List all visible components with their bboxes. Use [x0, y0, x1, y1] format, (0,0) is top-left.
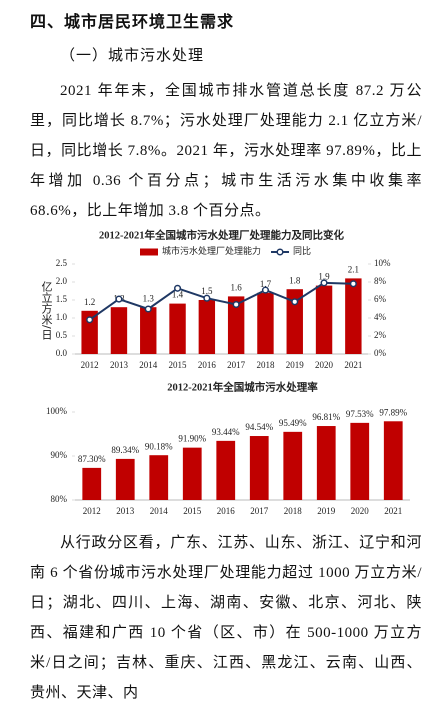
data-label: 1.8	[289, 275, 301, 285]
y-tick-label: 0.0	[56, 348, 68, 358]
bar	[227, 296, 245, 354]
data-label: 2.1	[348, 264, 359, 274]
y2-tick-label: 10%	[374, 258, 391, 268]
legend-label: 城市污水处理厂处理能力	[162, 245, 261, 256]
y2-tick-label: 6%	[374, 294, 387, 304]
line-marker	[144, 305, 152, 313]
line-marker	[86, 316, 94, 324]
x-tick-label: 2021	[344, 360, 362, 370]
bar	[283, 431, 303, 500]
y-tick-label: 2.5	[56, 258, 68, 268]
x-tick-label: 2014	[150, 506, 169, 516]
data-label: 97.53%	[346, 409, 374, 419]
x-tick-label: 2017	[250, 506, 269, 516]
x-tick-label: 2013	[116, 506, 135, 516]
chart-title: 2012-2021年全国城市污水处理厂处理能力及同比变化	[99, 228, 344, 241]
bar	[350, 422, 370, 500]
x-tick-label: 2015	[183, 506, 202, 516]
y-tick-label: 2.0	[56, 276, 68, 286]
chart: 2012-2021年全国城市污水处理率 80% 90% 100% 2012 2013 201…	[46, 380, 410, 516]
bar	[316, 426, 336, 500]
data-label: 1.6	[231, 282, 243, 292]
data-label: 89.34%	[111, 445, 139, 455]
bar	[257, 292, 274, 354]
bar	[140, 307, 157, 354]
bar	[198, 300, 216, 354]
data-label: 96.81%	[312, 412, 340, 422]
data-label: 1.4	[172, 290, 184, 300]
y-axis-label: 亿立方米/日	[40, 281, 53, 340]
data-label: 1.7	[260, 279, 272, 289]
x-tick-label: 2012	[83, 506, 101, 516]
x-tick-label: 2014	[139, 360, 158, 370]
data-label: 91.90%	[178, 434, 206, 444]
bar	[169, 303, 186, 354]
x-tick-label: 2018	[256, 360, 275, 370]
bar	[345, 278, 362, 354]
y-tick-label: 0.5	[56, 330, 68, 340]
data-label: 1.5	[201, 286, 213, 296]
line-marker	[203, 294, 211, 302]
data-label: 94.54%	[245, 422, 273, 432]
y2-tick-label: 8%	[374, 276, 387, 286]
line-marker	[232, 300, 240, 309]
heading: 四、城市居民环境卫生需求	[30, 12, 235, 31]
paragraph: 2021 年年末，全国城市排水管道总长度 87.2 万公里，同比增长 8.7%；…	[30, 83, 422, 219]
bar	[115, 458, 135, 500]
y-tick-label: 1.0	[56, 312, 68, 322]
bar	[383, 421, 403, 500]
bar	[82, 467, 102, 500]
y2-tick-label: 4%	[374, 312, 387, 322]
data-label: 87.30%	[78, 454, 106, 464]
x-tick-label: 2019	[317, 506, 336, 516]
y2-tick-label: 0%	[374, 348, 387, 358]
legend-swatch	[276, 248, 284, 256]
x-tick-label: 2015	[169, 360, 188, 370]
bar	[149, 455, 169, 500]
data-label: 1.9	[318, 272, 330, 282]
y-tick-label: 100%	[46, 406, 68, 416]
x-tick-label: 2020	[351, 506, 370, 516]
line-marker	[115, 295, 123, 303]
data-label: 1.3	[143, 293, 155, 303]
line	[89, 281, 354, 321]
bar	[182, 447, 202, 500]
bar	[110, 307, 128, 354]
x-tick-label: 2013	[110, 360, 129, 370]
y2-tick-label: 2%	[374, 330, 387, 340]
y-tick-label: 1.5	[56, 294, 68, 304]
data-label: 97.89%	[379, 407, 407, 417]
line-marker	[261, 286, 270, 294]
x-tick-label: 2016	[217, 506, 236, 516]
line-marker	[349, 280, 357, 288]
x-tick-label: 2016	[198, 360, 217, 370]
x-tick-label: 2018	[284, 506, 303, 516]
data-label: 95.49%	[279, 418, 307, 428]
line-marker	[174, 284, 182, 292]
y-tick-label: 80%	[51, 494, 68, 504]
bar	[249, 436, 269, 500]
y-tick-label: 90%	[51, 450, 68, 460]
bar	[315, 285, 333, 354]
bar	[216, 440, 236, 500]
data-label: 1.2	[84, 297, 95, 307]
bar	[81, 310, 98, 354]
subheading: （一）城市污水处理	[60, 46, 205, 64]
legend-swatch	[140, 248, 158, 256]
x-tick-label: 2019	[286, 360, 305, 370]
x-tick-label: 2021	[384, 506, 402, 516]
x-tick-label: 2012	[81, 360, 99, 370]
x-tick-label: 2020	[315, 360, 334, 370]
bar	[286, 289, 303, 354]
legend-label: 同比	[293, 245, 311, 256]
line-marker	[320, 279, 328, 287]
paragraph: 从行政分区看，广东、江苏、山东、浙江、辽宁和河南 6 个省份城市污水处理厂处理能…	[30, 535, 422, 701]
line-marker	[291, 298, 299, 306]
data-label: 93.44%	[212, 427, 240, 437]
x-tick-label: 2017	[227, 360, 246, 370]
data-label: 90.18%	[145, 441, 173, 451]
chart-title: 2012-2021年全国城市污水处理率	[167, 380, 318, 393]
